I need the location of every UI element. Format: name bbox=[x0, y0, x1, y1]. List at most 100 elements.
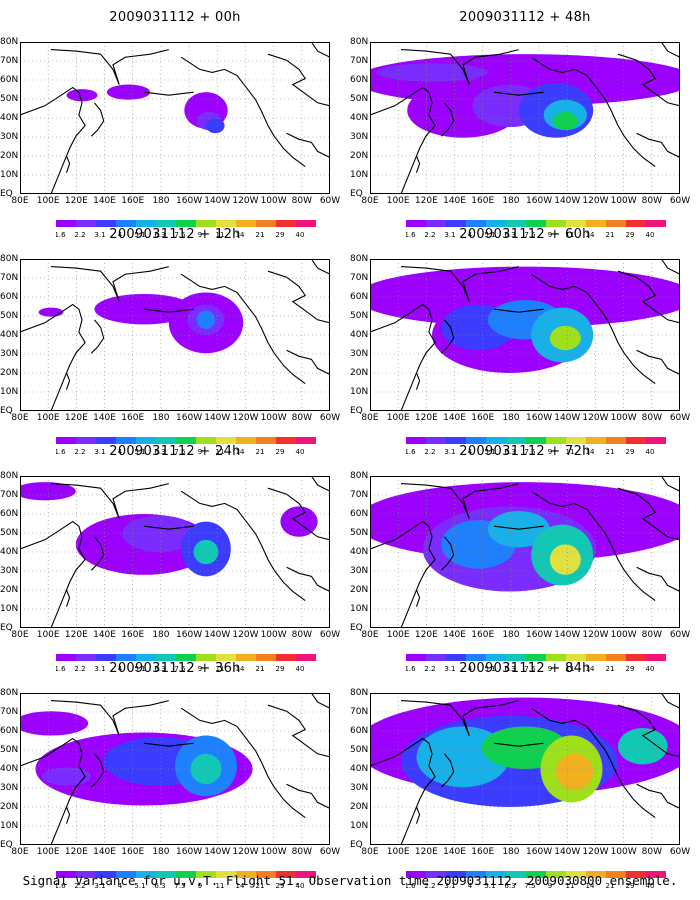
panel-title: 2009031112 + 00h bbox=[109, 10, 241, 25]
color-legend: 1.6 2.2 3.1 4 5.1 6.3 7.5 9 11 14 21 29 40 bbox=[406, 437, 666, 456]
legend-swatch bbox=[96, 220, 116, 227]
lat-tick-label: 30N bbox=[350, 566, 369, 576]
coastline bbox=[50, 266, 169, 302]
coastline bbox=[440, 102, 455, 137]
lon-tick-label: 120W bbox=[582, 413, 609, 423]
coastline bbox=[415, 372, 421, 390]
legend-swatch bbox=[156, 437, 176, 444]
variance-map bbox=[13, 692, 331, 846]
legend-swatch bbox=[136, 220, 156, 227]
lon-tick-label: 60W bbox=[669, 196, 691, 206]
lat-tick-label: 70N bbox=[350, 273, 369, 283]
lon-tick-label: 160E bbox=[121, 196, 145, 206]
lon-tick-label: 100W bbox=[260, 847, 287, 857]
legend-label: 3.1 bbox=[444, 882, 455, 890]
lon-tick-label: 100W bbox=[610, 413, 637, 423]
map-border bbox=[370, 476, 680, 628]
legend-swatch bbox=[546, 654, 566, 661]
lon-tick-label: 100W bbox=[260, 196, 287, 206]
coastline bbox=[310, 258, 331, 275]
lon-tick-label: 100E bbox=[386, 630, 410, 640]
figure-caption: Signal Variance for u,v,T. Flight 51. Ob… bbox=[22, 873, 678, 888]
lat-tick-label: 40N bbox=[350, 113, 369, 123]
color-legend: 1.6 2.2 3.1 4 5.1 6.3 7.5 9 11 14 21 29 40 bbox=[56, 871, 316, 890]
lon-tick-label: 160W bbox=[526, 630, 553, 640]
lon-tick-label: 100E bbox=[386, 847, 410, 857]
lat-tick-label: 30N bbox=[0, 783, 19, 793]
map-frame bbox=[354, 475, 696, 629]
legend-swatch bbox=[466, 654, 486, 661]
lon-tick-label: 160E bbox=[121, 847, 145, 857]
lon-tick-label: 120E bbox=[64, 196, 88, 206]
legend-swatch bbox=[216, 654, 236, 661]
lon-tick-label: 100E bbox=[36, 413, 60, 423]
legend-swatch bbox=[446, 654, 466, 661]
coastline bbox=[617, 270, 681, 324]
legend-label: 40 bbox=[646, 448, 655, 456]
lon-tick-label: 80E bbox=[361, 413, 379, 423]
map-border bbox=[370, 259, 680, 411]
lon-tick-label: 120E bbox=[414, 847, 438, 857]
legend-label: 21 bbox=[256, 231, 265, 239]
coastline bbox=[267, 270, 331, 324]
coastline bbox=[440, 319, 455, 354]
legend-label: 9 bbox=[198, 882, 202, 890]
legend-label: 6.3 bbox=[504, 448, 515, 456]
coastline bbox=[400, 49, 519, 85]
legend-swatch bbox=[196, 871, 216, 878]
lon-tick-label: 140W bbox=[204, 196, 231, 206]
lat-tick-label: EQ bbox=[0, 840, 13, 850]
legend-swatch bbox=[566, 437, 586, 444]
lat-tick-label: 60N bbox=[350, 726, 369, 736]
legend-label: 1.6 bbox=[406, 882, 416, 890]
variance-map bbox=[354, 41, 696, 195]
legend-swatch bbox=[116, 220, 136, 227]
lon-tick-label: 80E bbox=[361, 847, 379, 857]
legend-swatch bbox=[176, 871, 196, 878]
map-panel: 2009031112 + 48h 80N 70N 60N 50N 40N 30N 20N 10N… bbox=[350, 0, 700, 239]
coastline bbox=[65, 589, 71, 607]
lat-tick-label: 20N bbox=[0, 585, 19, 595]
legend-swatch bbox=[76, 654, 96, 661]
lon-tick-label: 80W bbox=[641, 847, 662, 857]
legend-swatch bbox=[566, 871, 586, 878]
color-legend: 1.6 2.2 3.1 4 5.1 6.3 7.5 9 11 14 21 29 40 bbox=[56, 654, 316, 673]
legend-label: 14 bbox=[236, 665, 245, 673]
legend-label: 21 bbox=[606, 448, 615, 456]
lon-tick-label: 180 bbox=[152, 847, 170, 857]
legend-swatch bbox=[526, 220, 546, 227]
lat-tick-label: 20N bbox=[350, 151, 369, 161]
lon-tick-label: 120E bbox=[414, 630, 438, 640]
legend-label: 40 bbox=[296, 448, 305, 456]
legend-label: 6.3 bbox=[154, 665, 165, 673]
lat-tick-label: 70N bbox=[0, 707, 19, 717]
legend-swatch bbox=[76, 871, 96, 878]
legend-label: 11 bbox=[216, 882, 225, 890]
legend-swatch bbox=[236, 220, 256, 227]
coastline bbox=[143, 525, 194, 530]
lat-tick-label: 70N bbox=[350, 707, 369, 717]
legend-swatch bbox=[96, 437, 116, 444]
legend-swatch bbox=[606, 654, 626, 661]
legend-label: 11 bbox=[566, 665, 575, 673]
legend-label: 4 bbox=[118, 448, 123, 456]
legend-label: 29 bbox=[276, 665, 285, 673]
legend-swatch bbox=[626, 654, 646, 661]
map-frame bbox=[19, 258, 331, 412]
lon-tick-label: 100W bbox=[610, 630, 637, 640]
legend-label: 29 bbox=[276, 882, 285, 890]
panel-title: 2009031112 + 24h bbox=[109, 444, 241, 459]
legend-swatch bbox=[506, 437, 526, 444]
lat-tick-label: 40N bbox=[0, 113, 19, 123]
coastline bbox=[660, 475, 681, 492]
legend-label: 4 bbox=[118, 665, 123, 673]
lon-tick-label: 180 bbox=[152, 196, 170, 206]
coastline bbox=[530, 56, 656, 168]
coastline bbox=[90, 319, 105, 354]
coastline bbox=[286, 783, 331, 809]
lat-tick-label: 20N bbox=[0, 368, 19, 378]
variance-contour-fill bbox=[66, 89, 98, 102]
coastline bbox=[415, 806, 421, 824]
legend-label: 1.6 bbox=[406, 231, 416, 239]
lon-tick-label: 120E bbox=[414, 413, 438, 423]
